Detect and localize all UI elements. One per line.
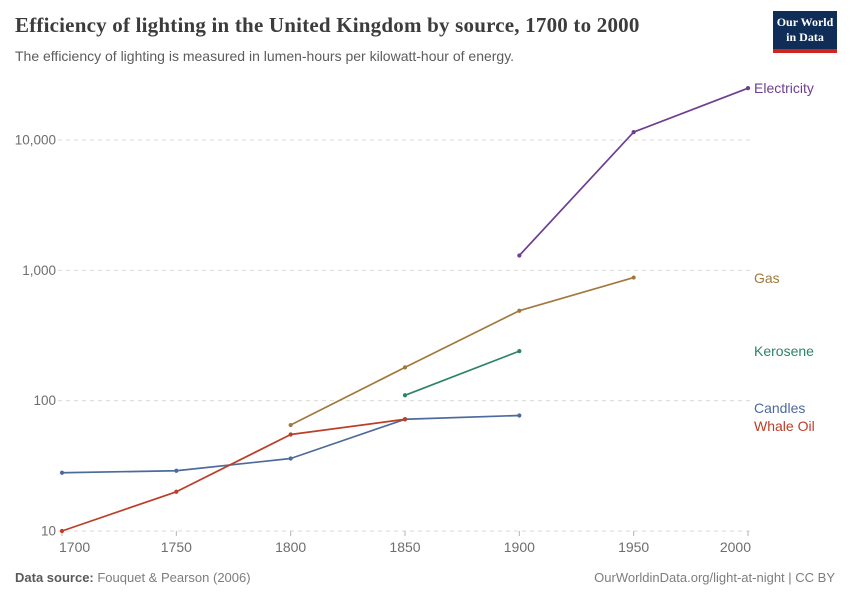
series-line-electricity	[518, 87, 749, 257]
data-point-candles	[288, 456, 293, 461]
data-point-electricity	[517, 253, 522, 258]
data-source: Data source: Fouquet & Pearson (2006)	[15, 570, 251, 585]
data-point-gas	[631, 275, 636, 280]
x-tick-label: 2000	[720, 539, 751, 555]
data-point-whale-oil	[174, 489, 179, 494]
x-tick-label: 1700	[59, 539, 90, 555]
series-line-kerosene	[404, 350, 521, 397]
data-point-electricity	[745, 86, 751, 91]
series-line-whale-oil	[61, 418, 406, 532]
series-label-electricity[interactable]: Electricity	[754, 80, 814, 97]
data-point-candles	[174, 468, 179, 473]
data-source-value: Fouquet & Pearson (2006)	[93, 570, 251, 585]
data-point-whale-oil	[402, 417, 408, 422]
data-source-label: Data source:	[15, 570, 94, 585]
y-tick-label: 10,000	[15, 133, 56, 148]
x-tick-label: 1950	[618, 539, 649, 555]
x-tick-label: 1750	[161, 539, 192, 555]
data-point-whale-oil	[59, 528, 65, 534]
x-tick-label: 1800	[275, 539, 306, 555]
x-tick-label: 1900	[504, 539, 535, 555]
y-tick-label: 1,000	[22, 263, 56, 278]
data-point-gas	[517, 308, 522, 313]
owid-logo: Our World in Data	[773, 11, 837, 53]
series-label-gas[interactable]: Gas	[754, 269, 780, 286]
series-label-kerosene[interactable]: Kerosene	[754, 343, 814, 360]
data-point-candles	[59, 470, 65, 475]
x-tick-label: 1850	[389, 539, 420, 555]
rights-link[interactable]: OurWorldinData.org/light-at-night | CC B…	[594, 570, 835, 585]
y-tick-label: 10	[41, 524, 56, 539]
data-point-gas	[288, 422, 293, 428]
series-label-candles[interactable]: Candles	[754, 400, 806, 417]
owid-logo-line1: Our World	[776, 15, 834, 29]
data-point-electricity	[631, 129, 636, 135]
owid-logo-line2: in Data	[786, 30, 824, 44]
y-tick-label: 100	[33, 393, 56, 408]
page-title: Efficiency of lighting in the United Kin…	[15, 13, 640, 37]
data-point-kerosene	[517, 349, 522, 354]
data-point-candles	[517, 413, 522, 418]
data-point-kerosene	[402, 393, 408, 398]
chart-footer: Data source: Fouquet & Pearson (2006) Ou…	[0, 566, 850, 592]
series-line-gas	[289, 276, 635, 426]
data-point-whale-oil	[288, 432, 293, 437]
chart-subtitle: The efficiency of lighting is measured i…	[15, 48, 515, 64]
data-point-gas	[402, 365, 408, 370]
series-label-whale-oil[interactable]: Whale Oil	[754, 418, 815, 435]
